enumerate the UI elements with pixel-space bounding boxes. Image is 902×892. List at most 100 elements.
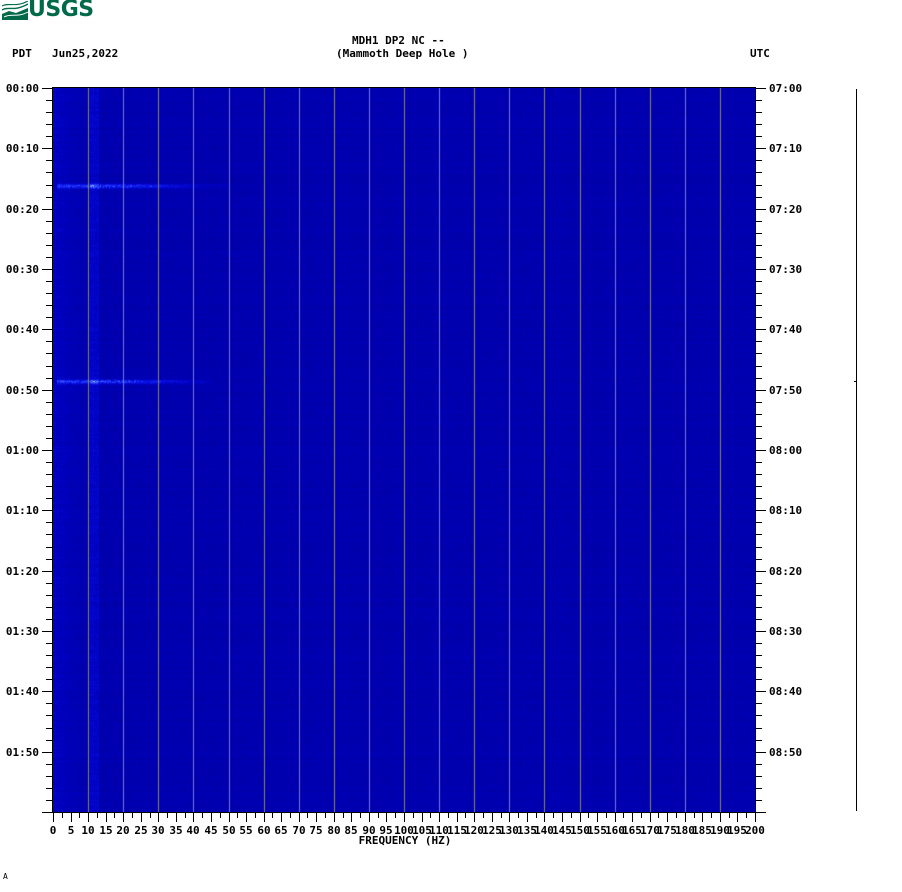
y-tick-major	[42, 88, 52, 89]
y-axis-left-tick-label: 00:20	[5, 203, 39, 216]
y-axis-right-tick-label: 07:40	[769, 323, 803, 336]
x-axis-tick-label: 165	[622, 824, 642, 837]
y-axis-right-tick-label: 08:40	[769, 685, 803, 698]
spectrogram-plot[interactable]	[53, 88, 755, 812]
x-tick-major	[597, 813, 598, 822]
page-title: MDH1 DP2 NC --	[352, 34, 445, 47]
y-tick-minor	[46, 474, 52, 475]
x-tick-major	[264, 813, 265, 822]
x-axis-tick-label: 50	[222, 824, 236, 837]
x-tick-minor	[711, 813, 712, 818]
y-tick-minor-right	[756, 595, 762, 596]
y-tick-minor	[46, 776, 52, 777]
x-tick-minor	[167, 813, 168, 818]
x-axis-tick-label: 160	[605, 824, 625, 837]
y-tick-minor	[46, 522, 52, 523]
y-tick-minor-right	[756, 547, 762, 548]
x-axis-tick-label: 85	[344, 824, 358, 837]
y-tick-minor-right	[756, 160, 762, 161]
y-tick-minor	[46, 583, 52, 584]
y-tick-minor	[46, 160, 52, 161]
y-tick-major-right	[756, 209, 766, 210]
usgs-wave-icon	[2, 1, 28, 20]
y-tick-major	[42, 269, 52, 270]
x-axis-tick-label: 60	[257, 824, 271, 837]
y-axis-right-tick-label: 07:20	[769, 203, 803, 216]
y-tick-minor	[46, 619, 52, 620]
x-tick-minor	[729, 813, 730, 818]
y-tick-minor	[46, 607, 52, 608]
x-axis-tick-label: 20	[116, 824, 130, 837]
y-tick-minor-right	[756, 414, 762, 415]
x-tick-major	[474, 813, 475, 822]
x-tick-major	[141, 813, 142, 822]
x-tick-minor	[606, 813, 607, 818]
y-tick-minor-right	[756, 221, 762, 222]
y-tick-minor-right	[756, 559, 762, 560]
amplitude-scale-tick	[854, 381, 857, 382]
x-tick-major	[351, 813, 352, 822]
y-tick-minor-right	[756, 474, 762, 475]
y-tick-minor	[46, 728, 52, 729]
y-tick-major-right	[756, 329, 766, 330]
x-axis-title: FREQUENCY (HZ)	[358, 834, 452, 847]
x-axis-tick-label: 155	[587, 824, 607, 837]
x-axis-tick-label: 35	[169, 824, 183, 837]
x-axis-tick-label: 100	[394, 824, 414, 837]
y-tick-minor-right	[756, 426, 762, 427]
x-tick-minor	[694, 813, 695, 818]
x-axis-tick-label: 145	[552, 824, 572, 837]
y-tick-minor-right	[756, 197, 762, 198]
x-tick-minor	[746, 813, 747, 818]
y-tick-major	[42, 390, 52, 391]
y-tick-minor-right	[756, 583, 762, 584]
y-tick-minor-right	[756, 185, 762, 186]
y-axis-left-tick-label: 01:40	[5, 685, 39, 698]
x-tick-major	[246, 813, 247, 822]
x-tick-minor	[325, 813, 326, 818]
y-tick-minor	[46, 559, 52, 560]
y-axis-left-tick-label: 00:10	[5, 142, 39, 155]
y-tick-minor	[46, 643, 52, 644]
y-tick-major	[42, 209, 52, 210]
x-axis-tick-label: 175	[657, 824, 677, 837]
x-axis-tick-label: 115	[447, 824, 467, 837]
x-tick-major	[299, 813, 300, 822]
y-tick-major	[42, 450, 52, 451]
y-tick-minor	[46, 185, 52, 186]
y-tick-minor	[46, 595, 52, 596]
y-tick-minor	[46, 172, 52, 173]
x-tick-major	[544, 813, 545, 822]
y-tick-minor-right	[756, 136, 762, 137]
y-tick-minor	[46, 414, 52, 415]
plot-border-left	[52, 88, 53, 812]
y-axis-right-tick-label: 08:10	[769, 504, 803, 517]
x-tick-minor	[272, 813, 273, 818]
x-axis-tick-label: 15	[99, 824, 113, 837]
timezone-right-label: UTC	[750, 47, 770, 60]
x-tick-major	[527, 813, 528, 822]
y-tick-minor-right	[756, 124, 762, 125]
y-tick-minor	[46, 100, 52, 101]
x-tick-major	[211, 813, 212, 822]
y-tick-minor	[46, 341, 52, 342]
x-axis-tick-label: 90	[362, 824, 376, 837]
x-axis-tick-label: 150	[570, 824, 590, 837]
x-tick-major	[193, 813, 194, 822]
y-tick-minor	[46, 353, 52, 354]
x-tick-major	[509, 813, 510, 822]
x-tick-minor	[518, 813, 519, 818]
y-tick-minor	[46, 800, 52, 801]
y-tick-minor	[46, 257, 52, 258]
y-tick-minor-right	[756, 438, 762, 439]
x-axis-tick-label: 45	[204, 824, 218, 837]
y-tick-minor	[46, 197, 52, 198]
date-label: Jun25,2022	[52, 47, 119, 60]
y-tick-major-right	[756, 752, 766, 753]
y-tick-minor-right	[756, 534, 762, 535]
y-tick-minor-right	[756, 486, 762, 487]
y-tick-major-right	[756, 450, 766, 451]
y-tick-minor-right	[756, 293, 762, 294]
y-tick-minor	[46, 788, 52, 789]
x-tick-major	[667, 813, 668, 822]
